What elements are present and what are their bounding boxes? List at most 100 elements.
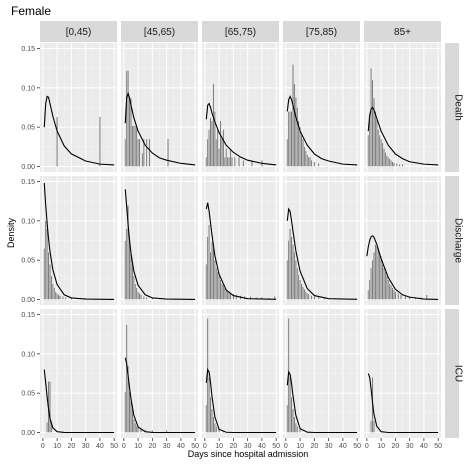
- histogram-bar: [221, 283, 223, 300]
- x-tick-label: 50: [110, 443, 118, 450]
- histogram-bar: [391, 161, 394, 167]
- histogram-bar: [294, 97, 297, 167]
- row-strip: [445, 309, 459, 438]
- x-tick-label: 40: [339, 443, 347, 450]
- histogram-bar: [229, 148, 232, 167]
- x-tick-label: 20: [229, 443, 237, 450]
- histogram-bar: [135, 125, 138, 167]
- density-curve: [367, 106, 439, 166]
- density-curve: [43, 183, 115, 300]
- histogram-bar: [390, 160, 392, 167]
- y-tick-label: 0.15: [21, 179, 35, 186]
- histogram-bar: [371, 79, 374, 167]
- histogram-bar: [235, 294, 238, 300]
- x-tick-label: 50: [191, 443, 199, 450]
- histogram-bar: [303, 146, 306, 167]
- histogram-bar: [375, 119, 378, 167]
- histogram-bar: [135, 287, 138, 300]
- histogram-bar: [398, 163, 401, 167]
- histogram-bar: [300, 134, 303, 167]
- histogram-bar: [296, 426, 299, 433]
- histogram-bar: [216, 129, 219, 167]
- histogram-bar: [215, 267, 218, 300]
- histogram-bar: [387, 279, 390, 300]
- facet-panel: [364, 43, 441, 172]
- column-strip: [364, 21, 441, 42]
- row-strip: [445, 43, 459, 172]
- histogram-bar: [142, 138, 145, 167]
- y-tick-label: 0.00: [21, 164, 35, 171]
- x-tick-label: 30: [244, 443, 252, 450]
- histogram-bar: [223, 287, 226, 300]
- histogram-bar: [395, 163, 398, 167]
- x-tick-label: 40: [96, 443, 104, 450]
- histogram-bar: [290, 236, 293, 300]
- x-tick-label: 10: [53, 443, 61, 450]
- histogram-bar: [225, 289, 228, 300]
- x-tick-label: 20: [67, 443, 75, 450]
- facet-panel: [40, 309, 117, 438]
- histogram-bar: [43, 248, 46, 300]
- histogram-bar: [206, 138, 209, 167]
- histogram-bar: [299, 279, 301, 300]
- histogram-bar: [127, 70, 129, 167]
- histogram-bar: [390, 285, 392, 300]
- histogram-bar: [293, 416, 296, 433]
- histogram-bar: [317, 296, 320, 300]
- histogram-bar: [313, 161, 316, 167]
- histogram-bar: [125, 228, 128, 300]
- histogram-bar: [408, 296, 411, 300]
- histogram-bar: [209, 117, 212, 167]
- histogram-bar: [370, 420, 372, 433]
- x-tick-label: 0: [122, 443, 126, 450]
- histogram-bar: [232, 293, 235, 300]
- histogram-bar: [394, 291, 397, 300]
- histogram-bar: [145, 296, 148, 300]
- histogram-bar: [137, 291, 139, 300]
- x-tick-label: 40: [258, 443, 266, 450]
- histogram-bar: [213, 260, 216, 300]
- histogram-bar: [303, 289, 306, 300]
- histogram-bar: [138, 293, 141, 300]
- histogram-bar: [238, 156, 240, 167]
- histogram-bar: [137, 427, 139, 433]
- x-tick-label: 20: [148, 443, 156, 450]
- histogram-bar: [125, 324, 128, 433]
- histogram-bar: [56, 116, 58, 167]
- histogram-bar: [145, 138, 148, 167]
- y-tick-label: 0.10: [21, 85, 35, 92]
- column-strip-label: [65,75): [225, 27, 256, 38]
- histogram-bar: [59, 295, 61, 300]
- histogram-bar: [215, 138, 218, 167]
- x-tick-label: 50: [272, 443, 280, 450]
- histogram-bar: [289, 111, 291, 167]
- histogram-bar: [46, 228, 48, 300]
- histogram-bar: [205, 263, 208, 300]
- histogram-bar: [134, 283, 137, 300]
- histogram-bar: [130, 400, 132, 433]
- histogram-bar: [231, 156, 233, 167]
- histogram-bar: [401, 163, 404, 167]
- x-tick-label: 10: [134, 443, 142, 450]
- histogram-bar: [300, 283, 303, 300]
- histogram-bar: [383, 267, 385, 300]
- histogram-bar: [221, 138, 223, 167]
- y-tick-label: 0.05: [21, 391, 35, 398]
- histogram-bar: [140, 294, 142, 300]
- histogram-bar: [215, 426, 218, 433]
- histogram-bar: [302, 138, 304, 167]
- histogram-bar: [249, 296, 252, 300]
- density-curve: [205, 102, 277, 166]
- histogram-bar: [287, 111, 290, 167]
- facet-panel: [40, 43, 117, 172]
- facet-panel: [283, 176, 360, 305]
- histogram-bar: [380, 138, 382, 167]
- histogram-bar: [289, 228, 291, 300]
- histogram-bar: [378, 134, 381, 167]
- facet-panel: [121, 43, 198, 172]
- density-curve: [367, 373, 439, 434]
- histogram-bar: [400, 294, 402, 300]
- histogram-bar: [377, 248, 380, 300]
- histogram-bar: [131, 263, 134, 300]
